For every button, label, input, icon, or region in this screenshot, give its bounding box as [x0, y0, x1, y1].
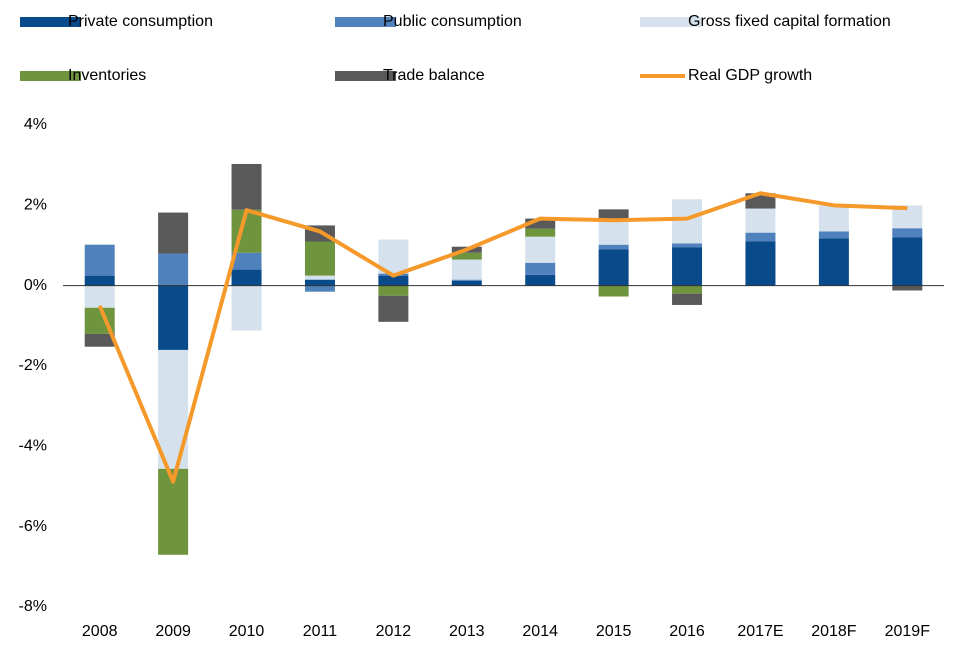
- x-tick-label: 2010: [229, 623, 265, 640]
- legend-label: Real GDP growth: [688, 67, 812, 84]
- bar: [598, 244, 629, 250]
- legend-swatch: [335, 17, 396, 27]
- bar: [745, 241, 776, 286]
- bar: [892, 205, 923, 229]
- bar: [525, 262, 556, 275]
- legend-swatch: [335, 71, 396, 81]
- line: [97, 191, 908, 484]
- bar: [304, 275, 335, 280]
- x-tick-label: 2019F: [885, 623, 931, 640]
- bar: [892, 237, 923, 286]
- y-tick-label: 4%: [24, 116, 47, 133]
- bar: [598, 285, 629, 297]
- legend-swatch: [20, 17, 81, 27]
- bar: [378, 285, 409, 296]
- bar: [672, 247, 703, 286]
- bar: [451, 280, 482, 286]
- y-tick-label: 2%: [24, 197, 47, 214]
- x-tick-label: 2013: [449, 623, 485, 640]
- bar: [158, 253, 189, 286]
- y-tick-label: -2%: [19, 357, 47, 374]
- x-tick-label: 2011: [303, 623, 338, 640]
- bar: [525, 228, 556, 237]
- bar: [231, 269, 262, 286]
- y-tick-label: -8%: [19, 598, 47, 615]
- bar: [231, 285, 262, 331]
- bar: [84, 333, 115, 347]
- x-tick-label: 2016: [669, 623, 705, 640]
- bar: [84, 285, 115, 308]
- y-tick-label: 0%: [24, 277, 47, 294]
- legend-swatch: [640, 17, 701, 27]
- bar: [818, 231, 849, 239]
- bar: [818, 238, 849, 286]
- bar: [378, 275, 409, 286]
- bar: [892, 228, 923, 238]
- bar: [451, 279, 482, 281]
- x-tick-label: 2012: [376, 623, 412, 640]
- bar: [304, 279, 335, 286]
- bar: [451, 252, 482, 260]
- bar: [745, 208, 776, 233]
- bar: [598, 209, 629, 221]
- legend-label: Inventories: [68, 67, 146, 84]
- bar: [672, 293, 703, 305]
- bar: [672, 243, 703, 248]
- bar: [84, 244, 115, 276]
- bar: [672, 199, 703, 244]
- y-tick-label: -6%: [19, 518, 47, 535]
- y-tick-label: -4%: [19, 438, 47, 455]
- bar: [672, 285, 703, 294]
- bar: [451, 259, 482, 280]
- legend-swatch: [20, 71, 81, 81]
- x-tick-label: 2017E: [737, 623, 783, 640]
- bar: [304, 285, 335, 292]
- bar: [525, 218, 556, 229]
- bar: [598, 249, 629, 286]
- bar: [304, 241, 335, 276]
- bar: [892, 285, 923, 291]
- x-tick-label: 2008: [82, 623, 118, 640]
- x-tick-label: 2014: [522, 623, 558, 640]
- legend-label: Private consumption: [68, 13, 213, 30]
- bar: [158, 285, 189, 350]
- bar: [745, 232, 776, 242]
- bar: [378, 295, 409, 322]
- bar: [84, 275, 115, 286]
- bar: [818, 205, 849, 232]
- x-tick-label: 2018F: [811, 623, 857, 640]
- bar: [158, 349, 189, 469]
- legend-label: Public consumption: [383, 13, 522, 30]
- legend-label: Gross fixed capital formation: [688, 13, 891, 30]
- bar: [158, 212, 189, 254]
- x-tick-label: 2009: [155, 623, 191, 640]
- bar: [231, 252, 262, 270]
- bar: [525, 236, 556, 263]
- legend-label: Trade balance: [383, 67, 485, 84]
- x-tick-label: 2015: [596, 623, 632, 640]
- bar: [525, 274, 556, 286]
- bar: [598, 220, 629, 245]
- bar: [231, 163, 262, 210]
